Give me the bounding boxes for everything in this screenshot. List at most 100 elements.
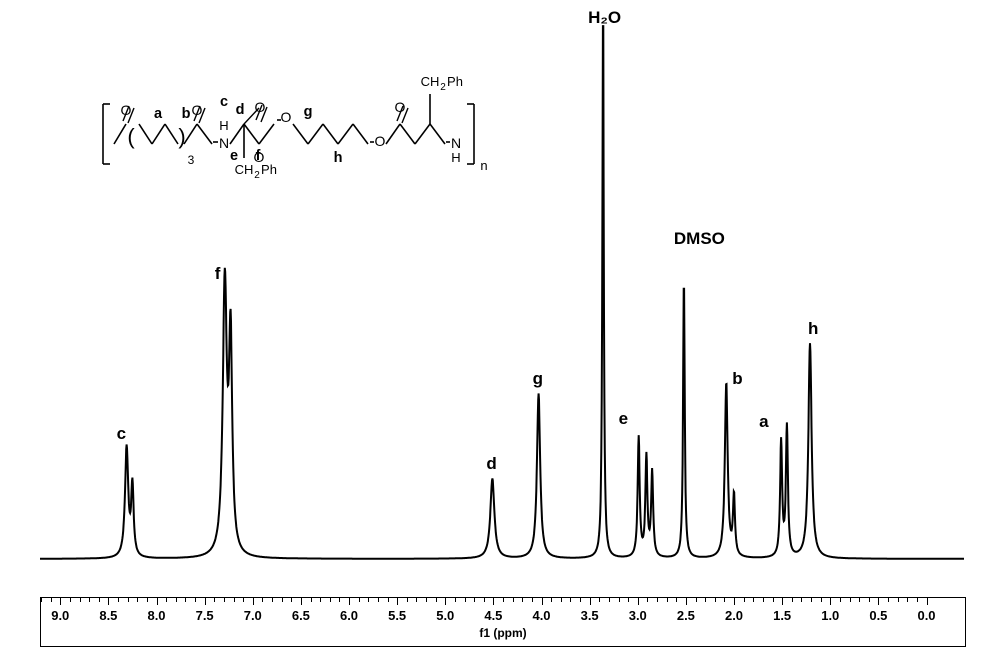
major-tick: [108, 598, 109, 605]
minor-tick: [320, 598, 321, 602]
svg-text:CH: CH: [421, 74, 440, 89]
minor-tick: [744, 598, 745, 602]
x-axis-strip: f1 (ppm) 9.08.58.07.57.06.56.05.55.04.54…: [40, 597, 966, 647]
svg-text:2: 2: [440, 82, 446, 93]
minor-tick: [262, 598, 263, 602]
tick-label: 4.0: [532, 608, 550, 623]
svg-text:(: (: [127, 124, 135, 149]
minor-tick: [503, 598, 504, 602]
svg-text:O: O: [121, 102, 132, 118]
minor-tick: [647, 598, 648, 602]
svg-text:a: a: [154, 106, 163, 122]
svg-text:CH: CH: [235, 162, 254, 177]
svg-text:O: O: [254, 149, 265, 165]
minor-tick: [224, 598, 225, 602]
molecule-structure: O(ab)3ONHcdCH2PhefOOOghOOCH2PhNHn: [94, 62, 614, 232]
minor-tick: [619, 598, 620, 602]
svg-text:Ph: Ph: [447, 74, 463, 89]
minor-tick: [532, 598, 533, 602]
minor-tick: [705, 598, 706, 602]
peak-label-dmso: DMSO: [674, 229, 725, 249]
minor-tick: [628, 598, 629, 602]
peak-label-c: c: [117, 424, 126, 444]
svg-text:e: e: [230, 148, 238, 164]
tick-label: 4.5: [484, 608, 502, 623]
tick-label: 6.5: [292, 608, 310, 623]
peak-label-b: b: [732, 369, 742, 389]
tick-label: 5.5: [388, 608, 406, 623]
tick-label: 1.0: [821, 608, 839, 623]
minor-tick: [465, 598, 466, 602]
minor-tick: [99, 598, 100, 602]
svg-text:): ): [178, 124, 185, 149]
minor-tick: [840, 598, 841, 602]
minor-tick: [166, 598, 167, 602]
peak-label-ho: H₂O: [588, 8, 621, 28]
minor-tick: [676, 598, 677, 602]
svg-text:c: c: [220, 94, 228, 110]
minor-tick: [330, 598, 331, 602]
minor-tick: [801, 598, 802, 602]
minor-tick: [51, 598, 52, 602]
major-tick: [493, 598, 494, 605]
major-tick: [60, 598, 61, 605]
peak-label-a: a: [759, 412, 768, 432]
major-tick: [445, 598, 446, 605]
minor-tick: [570, 598, 571, 602]
minor-tick: [176, 598, 177, 602]
tick-label: 5.0: [436, 608, 454, 623]
major-tick: [397, 598, 398, 605]
minor-tick: [561, 598, 562, 602]
major-tick: [638, 598, 639, 605]
major-tick: [205, 598, 206, 605]
tick-label: 7.0: [244, 608, 262, 623]
minor-tick: [657, 598, 658, 602]
svg-text:N: N: [219, 135, 229, 151]
major-tick: [734, 598, 735, 605]
major-tick: [686, 598, 687, 605]
minor-tick: [70, 598, 71, 602]
minor-tick: [407, 598, 408, 602]
minor-tick: [551, 598, 552, 602]
svg-text:O: O: [255, 99, 266, 115]
svg-text:2: 2: [254, 170, 260, 181]
minor-tick: [522, 598, 523, 602]
minor-tick: [89, 598, 90, 602]
minor-tick: [426, 598, 427, 602]
minor-tick: [474, 598, 475, 602]
peak-label-d: d: [486, 454, 496, 474]
minor-tick: [811, 598, 812, 602]
figure: O(ab)3ONHcdCH2PhefOOOghOOCH2PhNHn cfdgH₂…: [0, 0, 1000, 668]
minor-tick: [484, 598, 485, 602]
x-axis-label: f1 (ppm): [479, 626, 526, 640]
minor-tick: [137, 598, 138, 602]
minor-tick: [599, 598, 600, 602]
minor-tick: [859, 598, 860, 602]
minor-tick: [821, 598, 822, 602]
minor-tick: [869, 598, 870, 602]
svg-text:h: h: [334, 150, 343, 166]
major-tick: [253, 598, 254, 605]
peak-label-e: e: [619, 409, 628, 429]
svg-text:d: d: [236, 102, 245, 118]
tick-label: 3.0: [629, 608, 647, 623]
minor-tick: [128, 598, 129, 602]
tick-label: 0.0: [917, 608, 935, 623]
tick-label: 7.5: [196, 608, 214, 623]
major-tick: [542, 598, 543, 605]
svg-text:H: H: [219, 118, 228, 133]
minor-tick: [291, 598, 292, 602]
minor-tick: [609, 598, 610, 602]
major-tick: [590, 598, 591, 605]
svg-text:O: O: [375, 133, 386, 149]
minor-tick: [243, 598, 244, 602]
minor-tick: [359, 598, 360, 602]
tick-label: 8.5: [99, 608, 117, 623]
minor-tick: [234, 598, 235, 602]
minor-tick: [715, 598, 716, 602]
major-tick: [878, 598, 879, 605]
minor-tick: [792, 598, 793, 602]
tick-label: 1.5: [773, 608, 791, 623]
minor-tick: [696, 598, 697, 602]
minor-tick: [214, 598, 215, 602]
